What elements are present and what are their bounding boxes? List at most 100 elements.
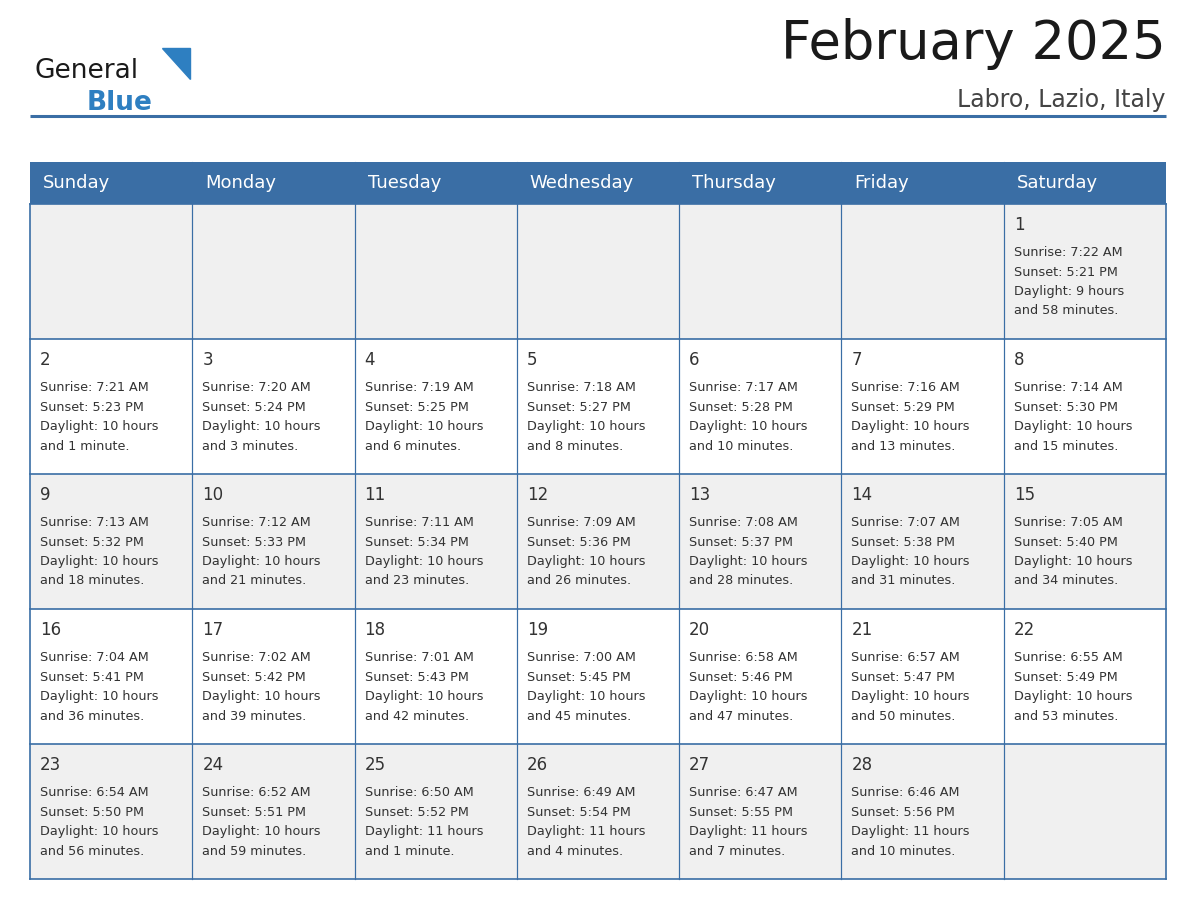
Text: 27: 27 <box>689 756 710 774</box>
Text: 8: 8 <box>1013 351 1024 369</box>
Text: Sunset: 5:27 PM: Sunset: 5:27 PM <box>526 400 631 413</box>
Text: Wednesday: Wednesday <box>530 174 634 192</box>
Text: and 15 minutes.: and 15 minutes. <box>1013 440 1118 453</box>
Text: Sunrise: 6:46 AM: Sunrise: 6:46 AM <box>852 786 960 799</box>
Text: and 4 minutes.: and 4 minutes. <box>526 845 623 857</box>
Text: and 1 minute.: and 1 minute. <box>365 845 454 857</box>
Text: Blue: Blue <box>87 90 153 116</box>
Text: 9: 9 <box>40 486 51 504</box>
Text: Sunset: 5:49 PM: Sunset: 5:49 PM <box>1013 670 1118 684</box>
Text: Sunset: 5:30 PM: Sunset: 5:30 PM <box>1013 400 1118 413</box>
Text: Sunrise: 6:52 AM: Sunrise: 6:52 AM <box>202 786 311 799</box>
Text: Sunrise: 6:54 AM: Sunrise: 6:54 AM <box>40 786 148 799</box>
Text: and 39 minutes.: and 39 minutes. <box>202 710 307 722</box>
Text: Sunset: 5:32 PM: Sunset: 5:32 PM <box>40 535 144 548</box>
Text: Sunrise: 6:50 AM: Sunrise: 6:50 AM <box>365 786 473 799</box>
Text: Sunset: 5:40 PM: Sunset: 5:40 PM <box>1013 535 1118 548</box>
Text: Sunrise: 7:08 AM: Sunrise: 7:08 AM <box>689 516 798 529</box>
Text: and 18 minutes.: and 18 minutes. <box>40 575 145 588</box>
Text: Sunset: 5:28 PM: Sunset: 5:28 PM <box>689 400 794 413</box>
Text: Sunrise: 7:21 AM: Sunrise: 7:21 AM <box>40 381 148 394</box>
Text: Daylight: 11 hours: Daylight: 11 hours <box>852 825 969 838</box>
Text: Sunrise: 6:47 AM: Sunrise: 6:47 AM <box>689 786 798 799</box>
Text: Sunrise: 6:58 AM: Sunrise: 6:58 AM <box>689 651 798 664</box>
Text: Daylight: 10 hours: Daylight: 10 hours <box>1013 555 1132 568</box>
Text: Sunrise: 7:14 AM: Sunrise: 7:14 AM <box>1013 381 1123 394</box>
Text: Sunset: 5:24 PM: Sunset: 5:24 PM <box>202 400 307 413</box>
Bar <box>1004 162 1165 204</box>
Text: Daylight: 10 hours: Daylight: 10 hours <box>365 555 484 568</box>
Text: 6: 6 <box>689 351 700 369</box>
Text: and 47 minutes.: and 47 minutes. <box>689 710 794 722</box>
Text: 17: 17 <box>202 621 223 639</box>
Text: Sunrise: 7:11 AM: Sunrise: 7:11 AM <box>365 516 474 529</box>
Bar <box>30 339 1165 474</box>
Text: Daylight: 10 hours: Daylight: 10 hours <box>40 555 158 568</box>
Text: and 26 minutes.: and 26 minutes. <box>526 575 631 588</box>
Text: Sunset: 5:43 PM: Sunset: 5:43 PM <box>365 670 468 684</box>
Text: and 50 minutes.: and 50 minutes. <box>852 710 956 722</box>
Text: Sunset: 5:34 PM: Sunset: 5:34 PM <box>365 535 468 548</box>
Text: Sunrise: 7:04 AM: Sunrise: 7:04 AM <box>40 651 148 664</box>
Text: and 10 minutes.: and 10 minutes. <box>852 845 956 857</box>
Text: and 53 minutes.: and 53 minutes. <box>1013 710 1118 722</box>
Text: Daylight: 10 hours: Daylight: 10 hours <box>365 690 484 703</box>
Text: Sunrise: 6:57 AM: Sunrise: 6:57 AM <box>852 651 960 664</box>
Text: and 58 minutes.: and 58 minutes. <box>1013 305 1118 318</box>
Text: Daylight: 10 hours: Daylight: 10 hours <box>526 690 645 703</box>
Text: 25: 25 <box>365 756 386 774</box>
Bar <box>680 162 841 204</box>
Text: Sunrise: 7:13 AM: Sunrise: 7:13 AM <box>40 516 148 529</box>
Bar <box>30 609 1165 744</box>
Text: 13: 13 <box>689 486 710 504</box>
Text: 19: 19 <box>526 621 548 639</box>
Text: Sunset: 5:38 PM: Sunset: 5:38 PM <box>852 535 955 548</box>
Text: Daylight: 10 hours: Daylight: 10 hours <box>40 690 158 703</box>
Text: Daylight: 11 hours: Daylight: 11 hours <box>526 825 645 838</box>
Text: Sunrise: 7:18 AM: Sunrise: 7:18 AM <box>526 381 636 394</box>
Text: Sunrise: 7:00 AM: Sunrise: 7:00 AM <box>526 651 636 664</box>
Text: 23: 23 <box>40 756 62 774</box>
Text: Sunset: 5:25 PM: Sunset: 5:25 PM <box>365 400 468 413</box>
Bar <box>30 204 1165 339</box>
Text: General: General <box>34 58 139 84</box>
Text: and 1 minute.: and 1 minute. <box>40 440 129 453</box>
Bar <box>841 162 1004 204</box>
Text: 3: 3 <box>202 351 213 369</box>
Text: Daylight: 10 hours: Daylight: 10 hours <box>689 690 808 703</box>
Polygon shape <box>162 48 190 79</box>
Text: 16: 16 <box>40 621 61 639</box>
Text: 28: 28 <box>852 756 872 774</box>
Text: 4: 4 <box>365 351 375 369</box>
Text: 1: 1 <box>1013 216 1024 234</box>
Text: Sunset: 5:36 PM: Sunset: 5:36 PM <box>526 535 631 548</box>
Text: and 3 minutes.: and 3 minutes. <box>202 440 298 453</box>
Text: Daylight: 10 hours: Daylight: 10 hours <box>1013 420 1132 433</box>
Text: and 42 minutes.: and 42 minutes. <box>365 710 469 722</box>
Text: Daylight: 10 hours: Daylight: 10 hours <box>365 420 484 433</box>
Text: Daylight: 10 hours: Daylight: 10 hours <box>202 420 321 433</box>
Text: Sunset: 5:55 PM: Sunset: 5:55 PM <box>689 805 794 819</box>
Text: Monday: Monday <box>206 174 277 192</box>
Text: Daylight: 10 hours: Daylight: 10 hours <box>852 690 969 703</box>
Text: and 28 minutes.: and 28 minutes. <box>689 575 794 588</box>
Text: Sunrise: 6:49 AM: Sunrise: 6:49 AM <box>526 786 636 799</box>
Text: Sunset: 5:52 PM: Sunset: 5:52 PM <box>365 805 468 819</box>
Text: Sunset: 5:41 PM: Sunset: 5:41 PM <box>40 670 144 684</box>
Text: Sunrise: 7:16 AM: Sunrise: 7:16 AM <box>852 381 960 394</box>
Text: Sunrise: 7:19 AM: Sunrise: 7:19 AM <box>365 381 473 394</box>
Text: 24: 24 <box>202 756 223 774</box>
Text: February 2025: February 2025 <box>782 18 1165 70</box>
Text: Tuesday: Tuesday <box>367 174 441 192</box>
Text: Sunrise: 7:20 AM: Sunrise: 7:20 AM <box>202 381 311 394</box>
Text: and 34 minutes.: and 34 minutes. <box>1013 575 1118 588</box>
Text: and 59 minutes.: and 59 minutes. <box>202 845 307 857</box>
Text: Daylight: 10 hours: Daylight: 10 hours <box>40 825 158 838</box>
Text: Daylight: 11 hours: Daylight: 11 hours <box>365 825 484 838</box>
Text: 11: 11 <box>365 486 386 504</box>
Text: Sunday: Sunday <box>43 174 110 192</box>
Text: 20: 20 <box>689 621 710 639</box>
Text: Daylight: 10 hours: Daylight: 10 hours <box>40 420 158 433</box>
Text: 2: 2 <box>40 351 51 369</box>
Text: Thursday: Thursday <box>693 174 776 192</box>
